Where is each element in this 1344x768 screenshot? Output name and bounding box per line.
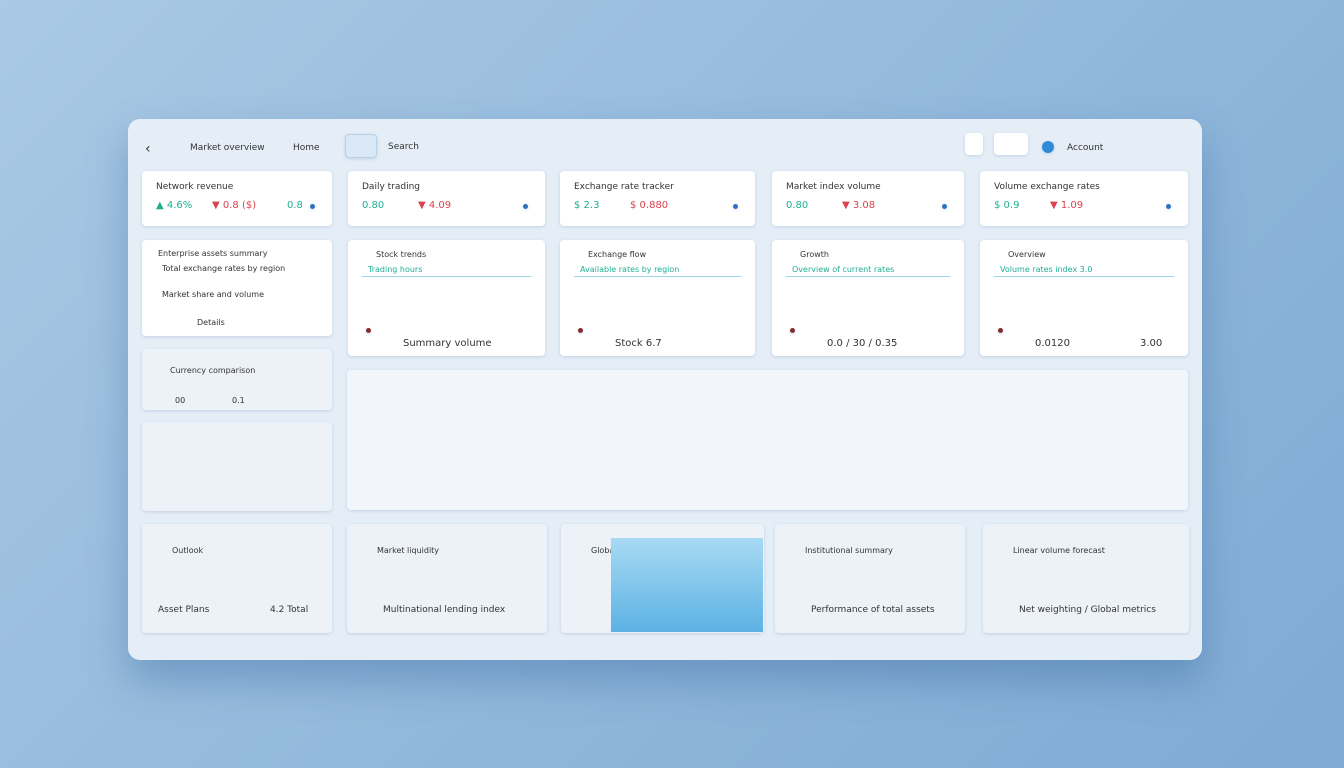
panel-card bbox=[348, 240, 545, 356]
bottom-label: Performance of total assets bbox=[811, 605, 935, 615]
kpi-up: $ 2.3 bbox=[574, 200, 600, 211]
bottom-card[interactable] bbox=[983, 524, 1189, 633]
panel-footer: 0.0120 bbox=[1035, 338, 1070, 349]
bottom-card[interactable] bbox=[775, 524, 965, 633]
kpi-card bbox=[348, 171, 545, 226]
panel-footer: Stock 6.7 bbox=[615, 338, 662, 349]
status-dot bbox=[523, 204, 528, 209]
status-dot bbox=[578, 328, 583, 333]
kpi-down: $ 0.880 bbox=[630, 200, 669, 211]
bottom-label: Net weighting / Global metrics bbox=[1019, 605, 1156, 615]
panel-rule bbox=[362, 276, 531, 277]
panel-card bbox=[560, 240, 755, 356]
kpi-title: Exchange rate tracker bbox=[574, 182, 674, 192]
bottom-title: Institutional summary bbox=[805, 546, 893, 555]
status-dot bbox=[998, 328, 1003, 333]
icon-button[interactable] bbox=[994, 133, 1028, 155]
panel-sub: Trading hours bbox=[368, 265, 423, 274]
chart-card bbox=[347, 370, 1188, 510]
bottom-label: Multinational lending index bbox=[383, 605, 506, 615]
bottom-label: Asset Plans bbox=[158, 605, 210, 615]
bottom-title: Linear volume forecast bbox=[1013, 546, 1105, 555]
status-dot bbox=[942, 204, 947, 209]
kpi-up: 0.80 bbox=[786, 200, 809, 211]
icon-button[interactable] bbox=[965, 133, 983, 155]
kpi-down: ▼ 3.08 bbox=[842, 200, 876, 211]
panel-rule bbox=[786, 276, 950, 277]
panel-card bbox=[980, 240, 1188, 356]
panel-sub: Available rates by region bbox=[580, 265, 680, 274]
kpi-title: Daily trading bbox=[362, 182, 421, 192]
notes-line: Total exchange rates by region bbox=[162, 264, 286, 273]
kpi-title: Market index volume bbox=[786, 182, 881, 192]
kpi-title: Volume exchange rates bbox=[994, 182, 1100, 192]
kpi-extra: 0.8 bbox=[287, 200, 303, 211]
kpi-up: 0.80 bbox=[362, 200, 385, 211]
notes-footer: Details bbox=[197, 318, 225, 327]
kpi-up: $ 0.9 bbox=[994, 200, 1020, 211]
search-box[interactable] bbox=[345, 134, 377, 158]
panel-title: Growth bbox=[800, 250, 829, 259]
kpi-down: ▼ 4.09 bbox=[418, 200, 452, 211]
panel-rule bbox=[574, 276, 741, 277]
panel-card bbox=[772, 240, 964, 356]
panel-side: 3.00 bbox=[1140, 338, 1163, 349]
bottom-title: Outlook bbox=[172, 546, 204, 555]
side-left: 00 bbox=[175, 396, 186, 405]
search-label: Search bbox=[388, 142, 419, 152]
kpi-down: ▼ 0.8 ($) bbox=[212, 200, 257, 211]
side-title: Currency comparison bbox=[170, 366, 256, 375]
notes-title: Enterprise assets summary bbox=[158, 249, 268, 258]
panel-sub: Overview of current rates bbox=[792, 265, 895, 274]
status-dot bbox=[790, 328, 795, 333]
kpi-card bbox=[560, 171, 755, 226]
kpi-card bbox=[980, 171, 1188, 226]
notes-line: Market share and volume bbox=[162, 290, 264, 299]
status-dot bbox=[1166, 204, 1171, 209]
panel-rule bbox=[994, 276, 1174, 277]
status-dot bbox=[1042, 141, 1054, 153]
page-title: Market overview bbox=[190, 143, 265, 153]
side-card bbox=[142, 349, 332, 410]
kpi-card bbox=[772, 171, 964, 226]
spark-card bbox=[142, 422, 332, 511]
panel-title: Exchange flow bbox=[588, 250, 647, 259]
status-dot bbox=[310, 204, 315, 209]
bottom-card[interactable] bbox=[347, 524, 547, 633]
home-tab[interactable]: Home bbox=[293, 143, 320, 153]
panel-sub: Volume rates index 3.0 bbox=[1000, 265, 1093, 274]
bottom-chart bbox=[611, 538, 763, 632]
panel-footer: 0.0 / 30 / 0.35 bbox=[827, 338, 898, 349]
bottom-card[interactable] bbox=[142, 524, 332, 633]
panel-title: Stock trends bbox=[376, 250, 427, 259]
back-button[interactable]: ‹ bbox=[145, 141, 151, 157]
status-dot bbox=[366, 328, 371, 333]
user-label[interactable]: Account bbox=[1067, 143, 1104, 153]
side-right: 0.1 bbox=[232, 396, 245, 405]
status-dot bbox=[733, 204, 738, 209]
panel-footer: Summary volume bbox=[403, 338, 492, 349]
bottom-title: Market liquidity bbox=[377, 546, 440, 555]
kpi-title: Network revenue bbox=[156, 182, 234, 192]
kpi-card bbox=[142, 171, 332, 226]
kpi-down: ▼ 1.09 bbox=[1050, 200, 1084, 211]
kpi-up: ▲ 4.6% bbox=[156, 200, 193, 211]
panel-title: Overview bbox=[1008, 250, 1046, 259]
notes-card bbox=[142, 240, 332, 336]
bottom-value: 4.2 Total bbox=[270, 605, 309, 615]
